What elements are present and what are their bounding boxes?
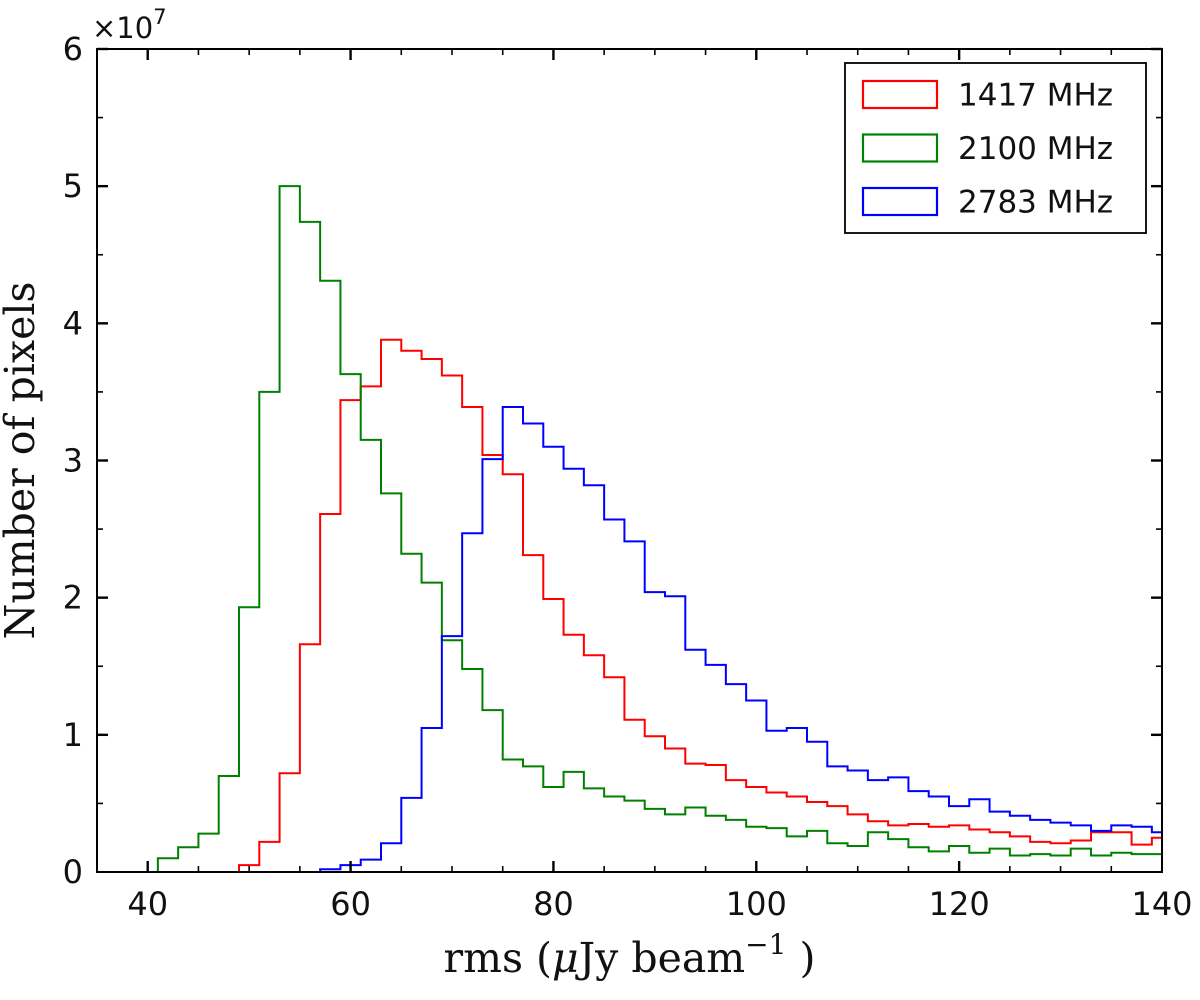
series-path-2100mhz [156, 185, 1162, 872]
legend-label-1417mhz: 1417 MHz [958, 78, 1113, 114]
x-tick-label: 140 [1131, 885, 1192, 923]
y-tick-label: 1 [63, 716, 83, 754]
ticks-group [97, 47, 1162, 872]
series-path-1417mhz [238, 338, 1162, 872]
x-tick-label: 120 [929, 885, 990, 923]
y-tick-label: 6 [63, 30, 83, 68]
x-tick-label: 80 [533, 885, 574, 923]
legend-label-2100mhz: 2100 MHz [958, 131, 1113, 167]
x-axis-label: rms (μJy beam−1 ) [444, 928, 816, 982]
series-path-2783mhz [319, 406, 1162, 872]
legend-label-2783mhz: 2783 MHz [958, 185, 1113, 221]
y-tick-label: 3 [63, 442, 83, 480]
y-offset-text: ×107 [92, 5, 167, 45]
legend: 1417 MHz 2100 MHz 2783 MHz [844, 62, 1147, 234]
legend-swatch-2100mhz [861, 133, 939, 163]
y-tick-label: 0 [63, 853, 83, 891]
x-tick-label: 40 [127, 885, 168, 923]
y-tick-label: 2 [63, 579, 83, 617]
legend-swatch-1417mhz [861, 79, 939, 110]
x-tick-label: 60 [330, 885, 371, 923]
x-tick-labels: 40 60 80 100 120 140 [127, 885, 1192, 923]
y-tick-label: 5 [63, 167, 83, 205]
series-group [156, 185, 1162, 872]
y-tick-label: 4 [63, 304, 83, 342]
x-tick-label: 100 [726, 885, 787, 923]
y-axis-label: Number of pixels [0, 281, 44, 639]
y-tick-labels: 0 1 2 3 4 5 6 [63, 30, 83, 891]
legend-swatch-2783mhz [861, 186, 939, 217]
